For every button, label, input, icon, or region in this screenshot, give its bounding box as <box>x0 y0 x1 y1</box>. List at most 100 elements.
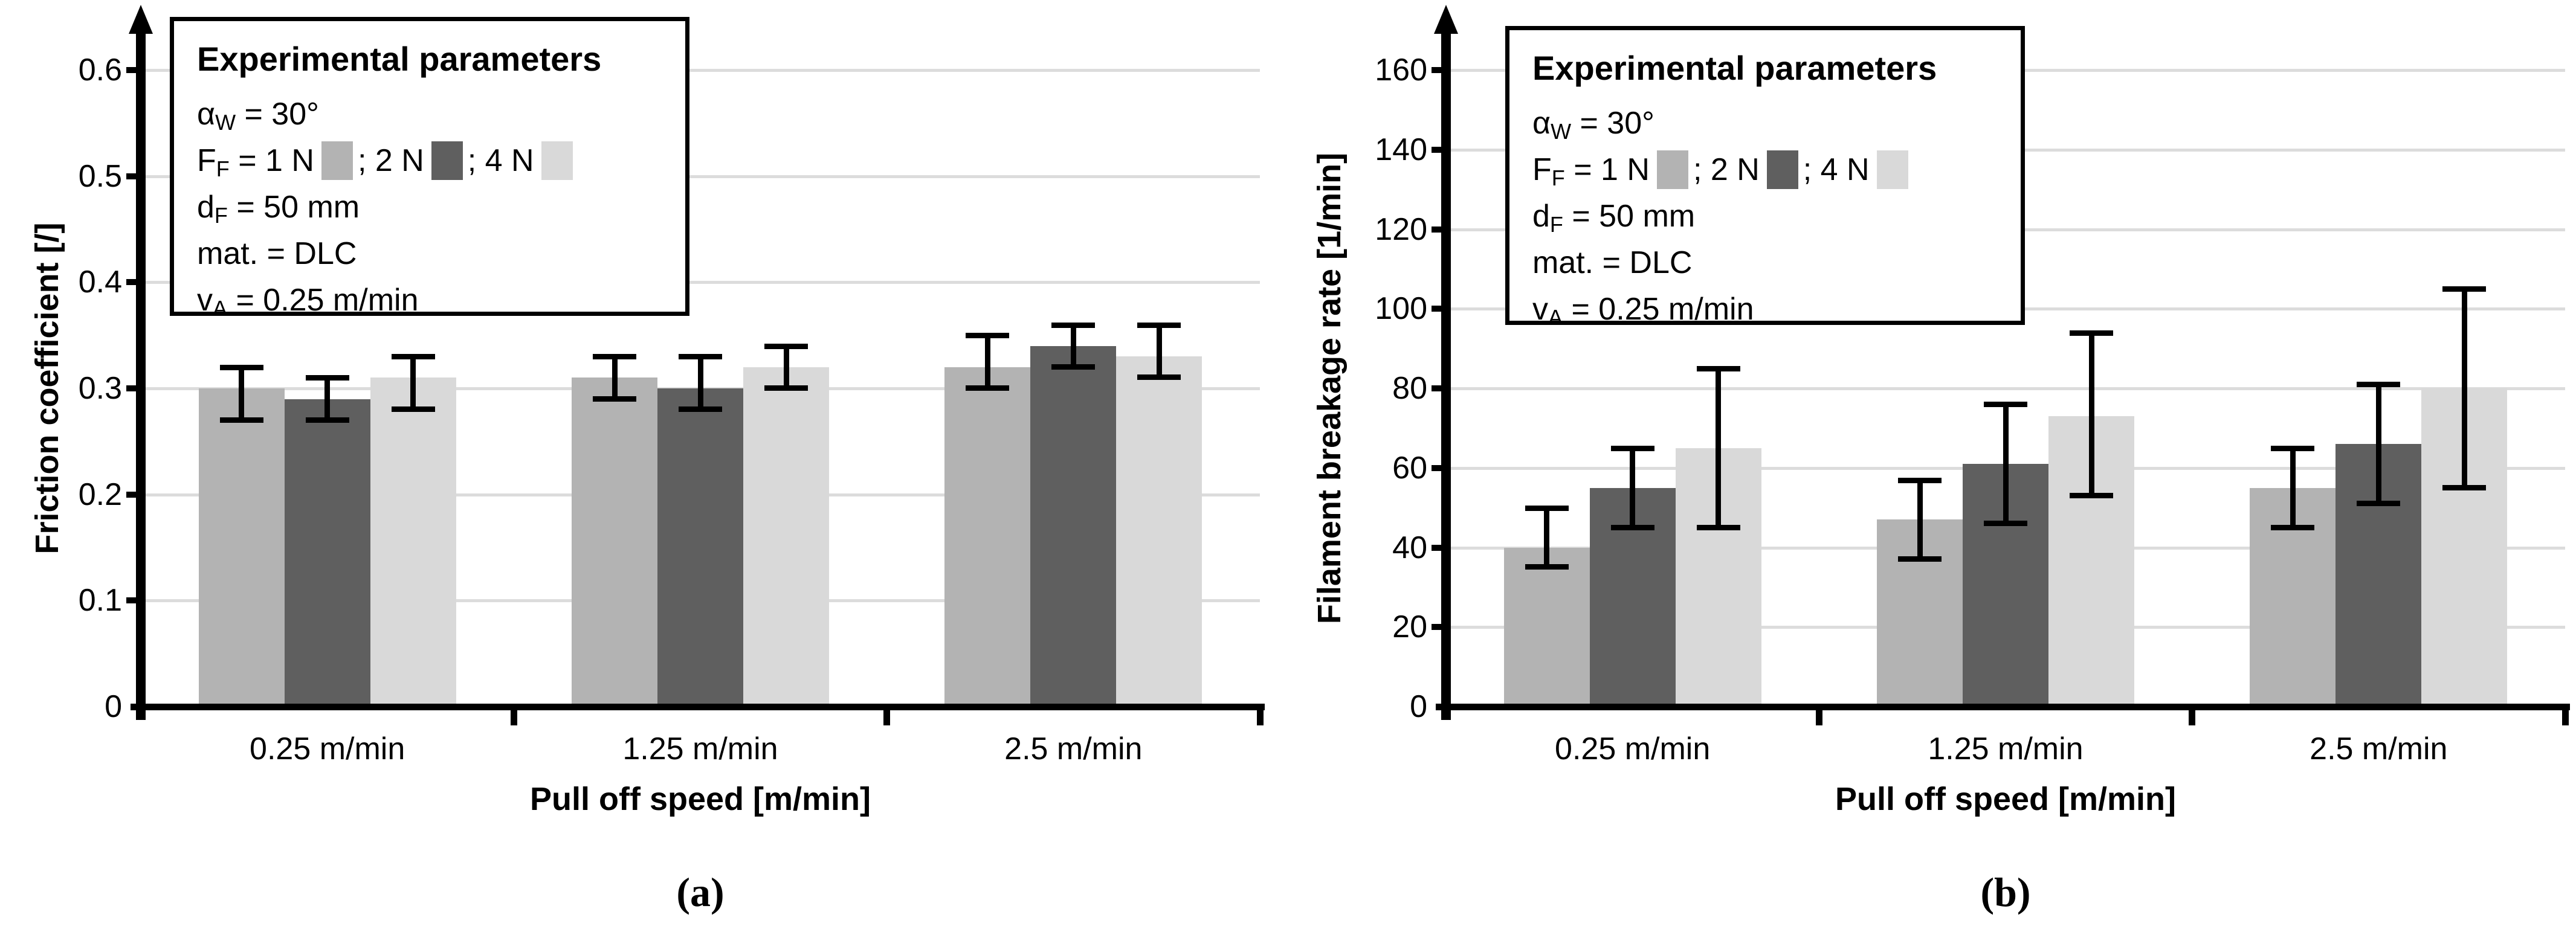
legend-text: = 0.25 m/min <box>1563 291 1754 327</box>
legend-text: v <box>197 282 213 318</box>
panel-label-b: (b) <box>1980 869 2031 915</box>
error-bar-cap-bottom <box>1984 520 2027 526</box>
y-tick-label: 40 <box>1392 530 1427 565</box>
legend-swatch-2N <box>1766 150 1798 189</box>
y-tick-label: 0.6 <box>78 53 122 88</box>
x-tick-mark <box>1815 709 1822 725</box>
error-bar-cap-bottom <box>679 406 722 413</box>
error-bar-line <box>783 345 789 388</box>
error-bar-line <box>1630 448 1636 528</box>
error-bar-cap-bottom <box>1051 364 1096 370</box>
error-bar-cap-top <box>1898 477 1942 483</box>
y-tick-label: 140 <box>1375 132 1427 167</box>
error-bar-line <box>2461 289 2467 488</box>
error-bar-cap-top <box>2070 330 2113 336</box>
error-bar-cap-top <box>593 354 636 360</box>
error-bar-cap-top <box>1610 445 1654 451</box>
error-bar-cap-top <box>391 354 435 360</box>
x-tick-mark <box>2189 709 2196 725</box>
legend-text: = 50 mm <box>1563 198 1696 234</box>
error-bar-cap-top <box>219 364 263 370</box>
bar-2N-2 <box>657 388 743 707</box>
x-tick-mark <box>1256 709 1264 725</box>
error-bar-line <box>984 335 990 388</box>
bar-2N-1 <box>284 399 370 707</box>
legend-text: ; 2 N <box>1693 152 1760 187</box>
y-axis-title-a: Friction coefficient [/] <box>29 222 65 554</box>
x-category-label: 1.25 m/min <box>622 731 778 766</box>
error-bar-cap-bottom <box>1696 524 1740 530</box>
gridline <box>141 281 1260 284</box>
error-bar-cap-top <box>1696 366 1740 372</box>
legend-text: = 30° <box>1571 105 1654 141</box>
y-tick-label: 120 <box>1375 211 1427 247</box>
y-tick-label: 20 <box>1392 609 1427 645</box>
legend-text: F <box>197 143 216 178</box>
legend-text: ; 4 N <box>467 143 534 178</box>
x-category-label: 2.5 m/min <box>1004 731 1143 766</box>
legend-row: mat. = DLC <box>1532 239 2021 286</box>
error-bar-cap-top <box>2271 445 2315 451</box>
bar-4N-3 <box>1116 356 1202 707</box>
error-bar-cap-bottom <box>2442 484 2487 490</box>
error-bar-cap-bottom <box>305 417 349 423</box>
legend-text: d <box>1532 198 1550 234</box>
y-tick-label: 80 <box>1392 371 1427 406</box>
legend-swatch-4N <box>541 141 573 180</box>
y-tick-label: 0.4 <box>78 265 122 300</box>
error-bar-cap-bottom <box>391 406 435 413</box>
bar-1N-2 <box>572 377 657 707</box>
gridline <box>141 69 1260 72</box>
legend-text: d <box>197 189 215 225</box>
bar-4N-2 <box>743 367 829 707</box>
legend-text: ; 4 N <box>1803 152 1870 187</box>
legend-text: v <box>1532 291 1548 327</box>
bar-1N-1 <box>1503 547 1590 707</box>
bar-4N-1 <box>370 377 456 707</box>
error-bar-line <box>2290 448 2296 528</box>
error-bar-line <box>239 367 245 420</box>
bar-1N-3 <box>944 367 1031 707</box>
y-tick-label: 0.3 <box>78 371 122 406</box>
panel-label-a: (a) <box>676 869 725 915</box>
x-tick-mark <box>510 709 517 725</box>
error-bar-cap-top <box>1525 505 1569 511</box>
y-axis-title-b: Filament breakage rate [1/min] <box>1311 152 1348 625</box>
x-tick-mark <box>883 709 891 725</box>
x-axis-title-a: Pull off speed [m/min] <box>529 781 871 817</box>
bar-2N-3 <box>1030 345 1117 707</box>
y-tick-label: 0 <box>105 689 122 724</box>
error-bar-cap-top <box>1137 322 1181 328</box>
legend-text: = 50 mm <box>227 189 360 225</box>
error-bar-line <box>2375 384 2381 504</box>
x-category-label: 2.5 m/min <box>2310 731 2448 766</box>
error-bar-line <box>2088 332 2094 496</box>
y-tick-label: 100 <box>1375 291 1427 327</box>
legend-swatch-1N <box>321 141 353 180</box>
error-bar-cap-bottom <box>593 396 636 402</box>
legend-title: Experimental parameters <box>197 40 602 78</box>
x-axis-line <box>131 703 1265 710</box>
error-bar-cap-top <box>679 354 722 360</box>
legend-text: = 1 N <box>229 143 314 178</box>
error-bar-line <box>697 356 703 410</box>
error-bar-cap-bottom <box>1525 564 1569 570</box>
error-bar-line <box>1917 480 1923 560</box>
x-category-label: 0.25 m/min <box>1555 731 1711 766</box>
error-bar-cap-bottom <box>1610 524 1654 530</box>
y-tick-label: 160 <box>1375 53 1427 88</box>
legend-text: α <box>1532 105 1551 141</box>
error-bar-cap-top <box>764 343 808 349</box>
error-bar-cap-bottom <box>1898 556 1942 562</box>
y-tick-label: 0.2 <box>78 477 122 512</box>
y-axis-arrow-icon <box>129 5 153 34</box>
error-bar-line <box>410 356 416 410</box>
